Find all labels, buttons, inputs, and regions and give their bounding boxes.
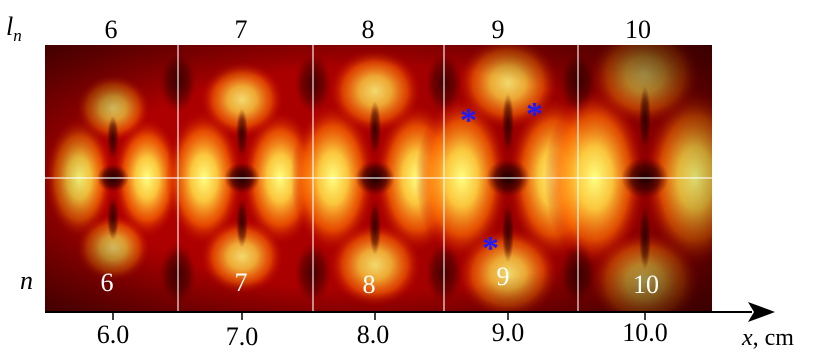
n-value: 7 <box>234 268 248 297</box>
ln-value: 6 <box>104 15 118 44</box>
n-value: 8 <box>362 270 376 299</box>
x-axis-unit-label: x, cm <box>742 325 794 351</box>
ln-value: 9 <box>491 15 505 44</box>
n-value: 9 <box>496 262 510 291</box>
x-tick-label: 6.0 <box>96 320 130 349</box>
x-tick-label: 10.0 <box>622 318 668 347</box>
ln-value: 8 <box>361 15 375 44</box>
x-tick-label: 7.0 <box>225 322 259 351</box>
asterisk-marker: * <box>526 96 543 133</box>
ln-value: 10 <box>625 15 651 44</box>
x-axis-arrow <box>748 302 775 322</box>
asterisk-marker: * <box>460 102 477 139</box>
ln-value: 7 <box>234 15 248 44</box>
x-tick-label: 8.0 <box>356 320 390 349</box>
ln-symbol: ln <box>6 12 22 46</box>
x-axis <box>45 302 775 322</box>
n-value: 10 <box>633 270 659 299</box>
asterisk-marker: * <box>482 230 499 267</box>
x-tick-label: 9.0 <box>491 318 525 347</box>
n-value: 6 <box>100 268 114 297</box>
n-symbol: n <box>20 266 33 295</box>
